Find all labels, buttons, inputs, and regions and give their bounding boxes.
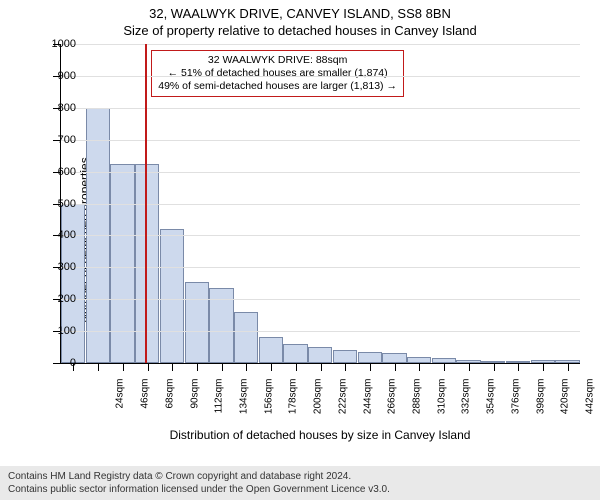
x-tick-label: 68sqm <box>164 379 175 429</box>
x-tick <box>222 363 223 371</box>
x-tick <box>370 363 371 371</box>
x-tick <box>568 363 569 371</box>
x-tick-label: 46sqm <box>140 379 151 429</box>
x-tick <box>444 363 445 371</box>
footer-line2: Contains public sector information licen… <box>8 483 592 496</box>
histogram-bar <box>283 344 307 363</box>
title-address: 32, WAALWYK DRIVE, CANVEY ISLAND, SS8 8B… <box>0 6 600 21</box>
histogram-bar <box>358 352 382 363</box>
histogram-bar <box>234 312 258 363</box>
y-tick-label: 700 <box>58 134 76 146</box>
histogram-bar <box>382 353 406 363</box>
gridline <box>61 140 580 141</box>
x-tick-label: 398sqm <box>535 379 546 429</box>
x-tick <box>172 363 173 371</box>
title-subtitle: Size of property relative to detached ho… <box>0 23 600 38</box>
annot-line1: 32 WAALWYK DRIVE: 88sqm <box>158 54 397 67</box>
x-tick <box>395 363 396 371</box>
y-tick-label: 900 <box>58 70 76 82</box>
x-tick-label: 354sqm <box>486 379 497 429</box>
gridline <box>61 331 580 332</box>
x-tick <box>271 363 272 371</box>
x-axis-label: Distribution of detached houses by size … <box>60 428 580 442</box>
x-tick <box>296 363 297 371</box>
x-tick-label: 156sqm <box>263 379 274 429</box>
histogram-bar <box>259 337 283 363</box>
x-tick <box>98 363 99 371</box>
x-tick-label: 288sqm <box>411 379 422 429</box>
x-tick-label: 376sqm <box>510 379 521 429</box>
x-tick <box>246 363 247 371</box>
x-tick <box>494 363 495 371</box>
x-tick-label: 310sqm <box>436 379 447 429</box>
y-tick-label: 800 <box>58 102 76 114</box>
x-tick <box>469 363 470 371</box>
histogram-bar <box>61 204 85 364</box>
y-tick-label: 300 <box>58 261 76 273</box>
y-tick-label: 0 <box>70 357 76 369</box>
y-tick-label: 100 <box>58 325 76 337</box>
histogram-bar <box>135 164 159 363</box>
x-tick-label: 420sqm <box>560 379 571 429</box>
footer-line1: Contains HM Land Registry data © Crown c… <box>8 470 592 483</box>
annot-line2: ← 51% of detached houses are smaller (1,… <box>158 67 397 80</box>
annot-line3: 49% of semi-detached houses are larger (… <box>158 80 397 93</box>
x-tick <box>197 363 198 371</box>
gridline <box>61 235 580 236</box>
x-tick <box>321 363 322 371</box>
gridline <box>61 108 580 109</box>
y-tick-label: 600 <box>58 166 76 178</box>
x-tick <box>148 363 149 371</box>
x-tick-label: 90sqm <box>189 379 200 429</box>
x-tick-label: 24sqm <box>115 379 126 429</box>
histogram-bar <box>333 350 357 363</box>
x-tick <box>543 363 544 371</box>
plot-region: 32 WAALWYK DRIVE: 88sqm ← 51% of detache… <box>60 44 580 364</box>
x-tick-label: 442sqm <box>584 379 595 429</box>
x-tick-label: 178sqm <box>288 379 299 429</box>
footer: Contains HM Land Registry data © Crown c… <box>0 466 600 500</box>
x-tick <box>518 363 519 371</box>
y-tick-label: 400 <box>58 229 76 241</box>
histogram-bar <box>308 347 332 363</box>
x-tick <box>419 363 420 371</box>
x-tick-label: 200sqm <box>313 379 324 429</box>
chart-area: Number of detached properties 32 WAALWYK… <box>0 40 600 440</box>
y-tick <box>53 363 61 364</box>
x-tick-label: 134sqm <box>238 379 249 429</box>
marker-annotation: 32 WAALWYK DRIVE: 88sqm ← 51% of detache… <box>151 50 404 97</box>
histogram-bar <box>185 282 209 363</box>
x-tick <box>345 363 346 371</box>
x-tick-label: 266sqm <box>387 379 398 429</box>
gridline <box>61 76 580 77</box>
x-tick-label: 222sqm <box>337 379 348 429</box>
gridline <box>61 44 580 45</box>
x-tick-label: 244sqm <box>362 379 373 429</box>
histogram-bar <box>110 164 134 363</box>
x-tick-label: 332sqm <box>461 379 472 429</box>
y-tick-label: 1000 <box>52 38 76 50</box>
y-tick-label: 500 <box>58 198 76 210</box>
gridline <box>61 299 580 300</box>
histogram-bar <box>160 229 184 363</box>
gridline <box>61 172 580 173</box>
x-tick <box>123 363 124 371</box>
gridline <box>61 204 580 205</box>
x-tick-label: 112sqm <box>214 379 225 429</box>
marker-line <box>145 44 147 363</box>
chart-titles: 32, WAALWYK DRIVE, CANVEY ISLAND, SS8 8B… <box>0 0 600 38</box>
gridline <box>61 267 580 268</box>
y-tick-label: 200 <box>58 293 76 305</box>
